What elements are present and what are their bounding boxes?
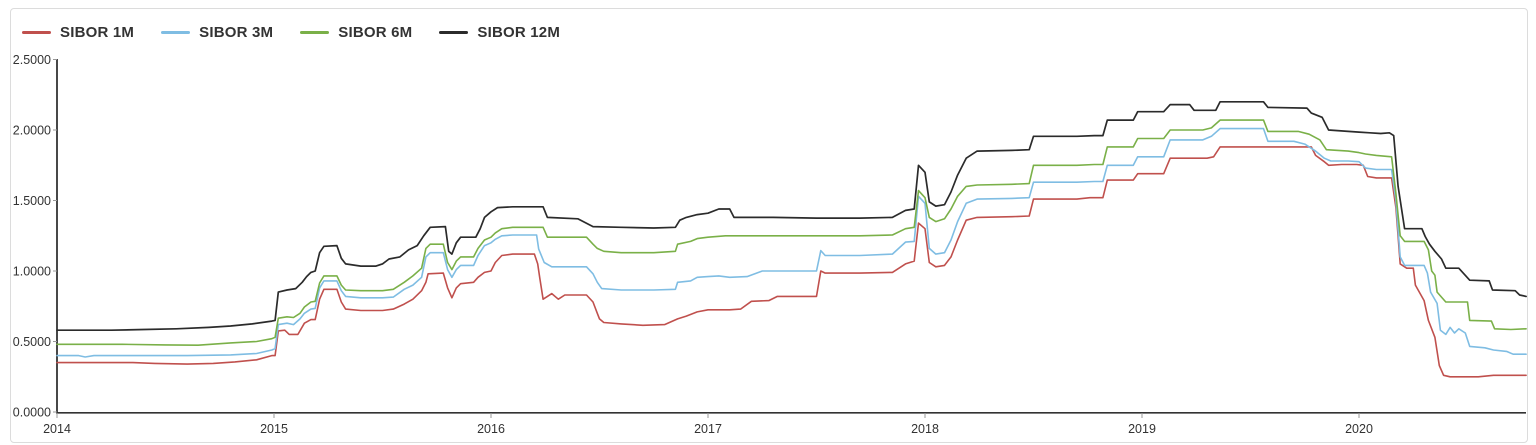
legend-label: SIBOR 6M	[338, 24, 413, 41]
chart-card	[10, 8, 1528, 443]
y-axis-tick-label: 2.5000	[13, 53, 51, 67]
axis-labels: 0.0000 0.5000 1.0000 1.5000 2.0000 2.5000 2014…	[13, 53, 1373, 436]
legend-swatch-icon	[161, 31, 191, 34]
chart-series	[56, 100, 1527, 378]
y-axis-tick-label: 1.5000	[13, 194, 51, 208]
series-line-sibor-6m	[56, 119, 1527, 347]
y-axis-tick-label: 1.0000	[13, 265, 51, 279]
x-axis-tick-label: 2014	[43, 422, 71, 436]
y-axis-tick-label: 0.5000	[13, 335, 51, 349]
x-axis-tick-label: 2019	[1128, 422, 1156, 436]
legend-item-sibor-3m[interactable]: SIBOR 3M	[161, 24, 273, 41]
series-line-sibor-12m	[56, 100, 1527, 332]
legend-label: SIBOR 1M	[60, 24, 135, 41]
x-axis-tick-label: 2017	[694, 422, 722, 436]
x-axis-tick-label: 2018	[911, 422, 939, 436]
legend-label: SIBOR 3M	[199, 24, 274, 41]
y-axis-tick-label: 2.0000	[13, 124, 51, 138]
series-line-sibor-3m	[56, 127, 1527, 358]
x-axis-tick-label: 2016	[477, 422, 505, 436]
x-axis-tick-label: 2015	[260, 422, 288, 436]
series-line-sibor-1m	[56, 146, 1527, 378]
x-axis-tick-label: 2020	[1345, 422, 1373, 436]
chart-legend: SIBOR 1M SIBOR 3M SIBOR 6M SIBOR 12M	[22, 24, 560, 41]
legend-label: SIBOR 12M	[477, 24, 561, 41]
y-axis-tick-label: 0.0000	[13, 406, 51, 420]
legend-item-sibor-1m[interactable]: SIBOR 1M	[22, 24, 134, 41]
chart-axes	[53, 59, 1526, 418]
legend-item-sibor-6m[interactable]: SIBOR 6M	[300, 24, 412, 41]
legend-swatch-icon	[22, 31, 51, 34]
legend-item-sibor-12m[interactable]: SIBOR 12M	[439, 24, 560, 41]
legend-swatch-icon	[439, 31, 469, 34]
legend-swatch-icon	[300, 31, 330, 34]
